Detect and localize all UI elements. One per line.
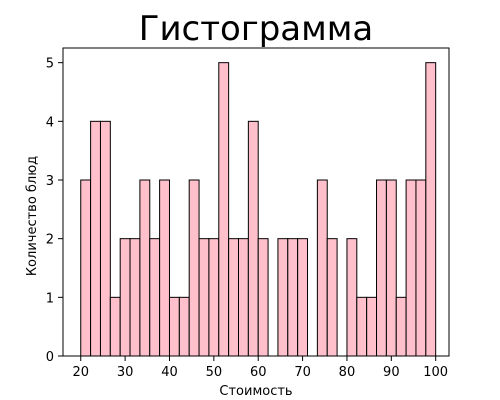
histogram-bar [109,296,121,357]
y-tick-label: 4 [46,115,54,130]
y-axis-ticks: 0 1 2 3 4 5 [46,57,63,365]
x-tick-label: 90 [383,365,400,380]
histogram-bar [257,238,269,357]
y-tick-label: 5 [46,57,54,72]
histogram-bar [376,179,387,357]
histogram-bar [129,238,141,357]
x-tick-label: 20 [72,365,89,380]
histogram-bar [178,296,190,357]
histogram-bar [139,179,151,357]
histogram-bar [425,62,437,357]
histogram-bar [297,238,309,357]
histogram-bar [80,179,92,357]
x-tick-label: 100 [423,365,448,380]
x-axis-label: Стоимость [219,384,292,399]
y-tick-label: 3 [46,174,54,189]
histogram-bar [395,296,407,357]
histogram-bar [159,179,170,357]
histogram-bar [366,296,378,357]
x-tick-label: 70 [294,365,311,380]
y-tick-label: 2 [46,233,54,248]
histogram-bar [208,238,220,357]
x-tick-label: 40 [161,365,178,380]
histogram-bar [228,238,239,357]
histogram-bar [356,296,368,357]
histogram-bar [188,179,200,357]
histogram-bar [149,238,161,357]
histogram-bar [326,238,338,357]
y-axis-label: Количество блюд [25,156,40,276]
histogram-bar [90,120,101,357]
histogram-bar [405,179,417,357]
histogram-bar [385,179,397,357]
y-tick-label: 1 [46,291,54,306]
x-tick-label: 50 [206,365,223,380]
x-tick-label: 30 [117,365,134,380]
y-tick-label: 0 [46,350,54,365]
x-tick-label: 60 [250,365,267,380]
histogram-bar [287,238,299,357]
histogram-bar [218,62,230,357]
histogram-bar [198,238,210,357]
histogram-bar [247,120,259,357]
histogram-bar [119,238,131,357]
histogram-bar [415,179,427,357]
histogram-bar [316,179,328,357]
histogram-bar [346,238,358,357]
chart-title: Гистограмма [139,9,374,49]
histogram-bar [237,238,249,357]
histogram-bar [99,120,111,357]
histogram-bar [168,296,180,357]
histogram-bar [277,238,289,357]
plot-frame [62,47,450,357]
x-axis-ticks: 20 30 40 50 60 70 80 90 100 [72,356,448,380]
bars-group [80,62,437,357]
x-tick-label: 80 [339,365,356,380]
